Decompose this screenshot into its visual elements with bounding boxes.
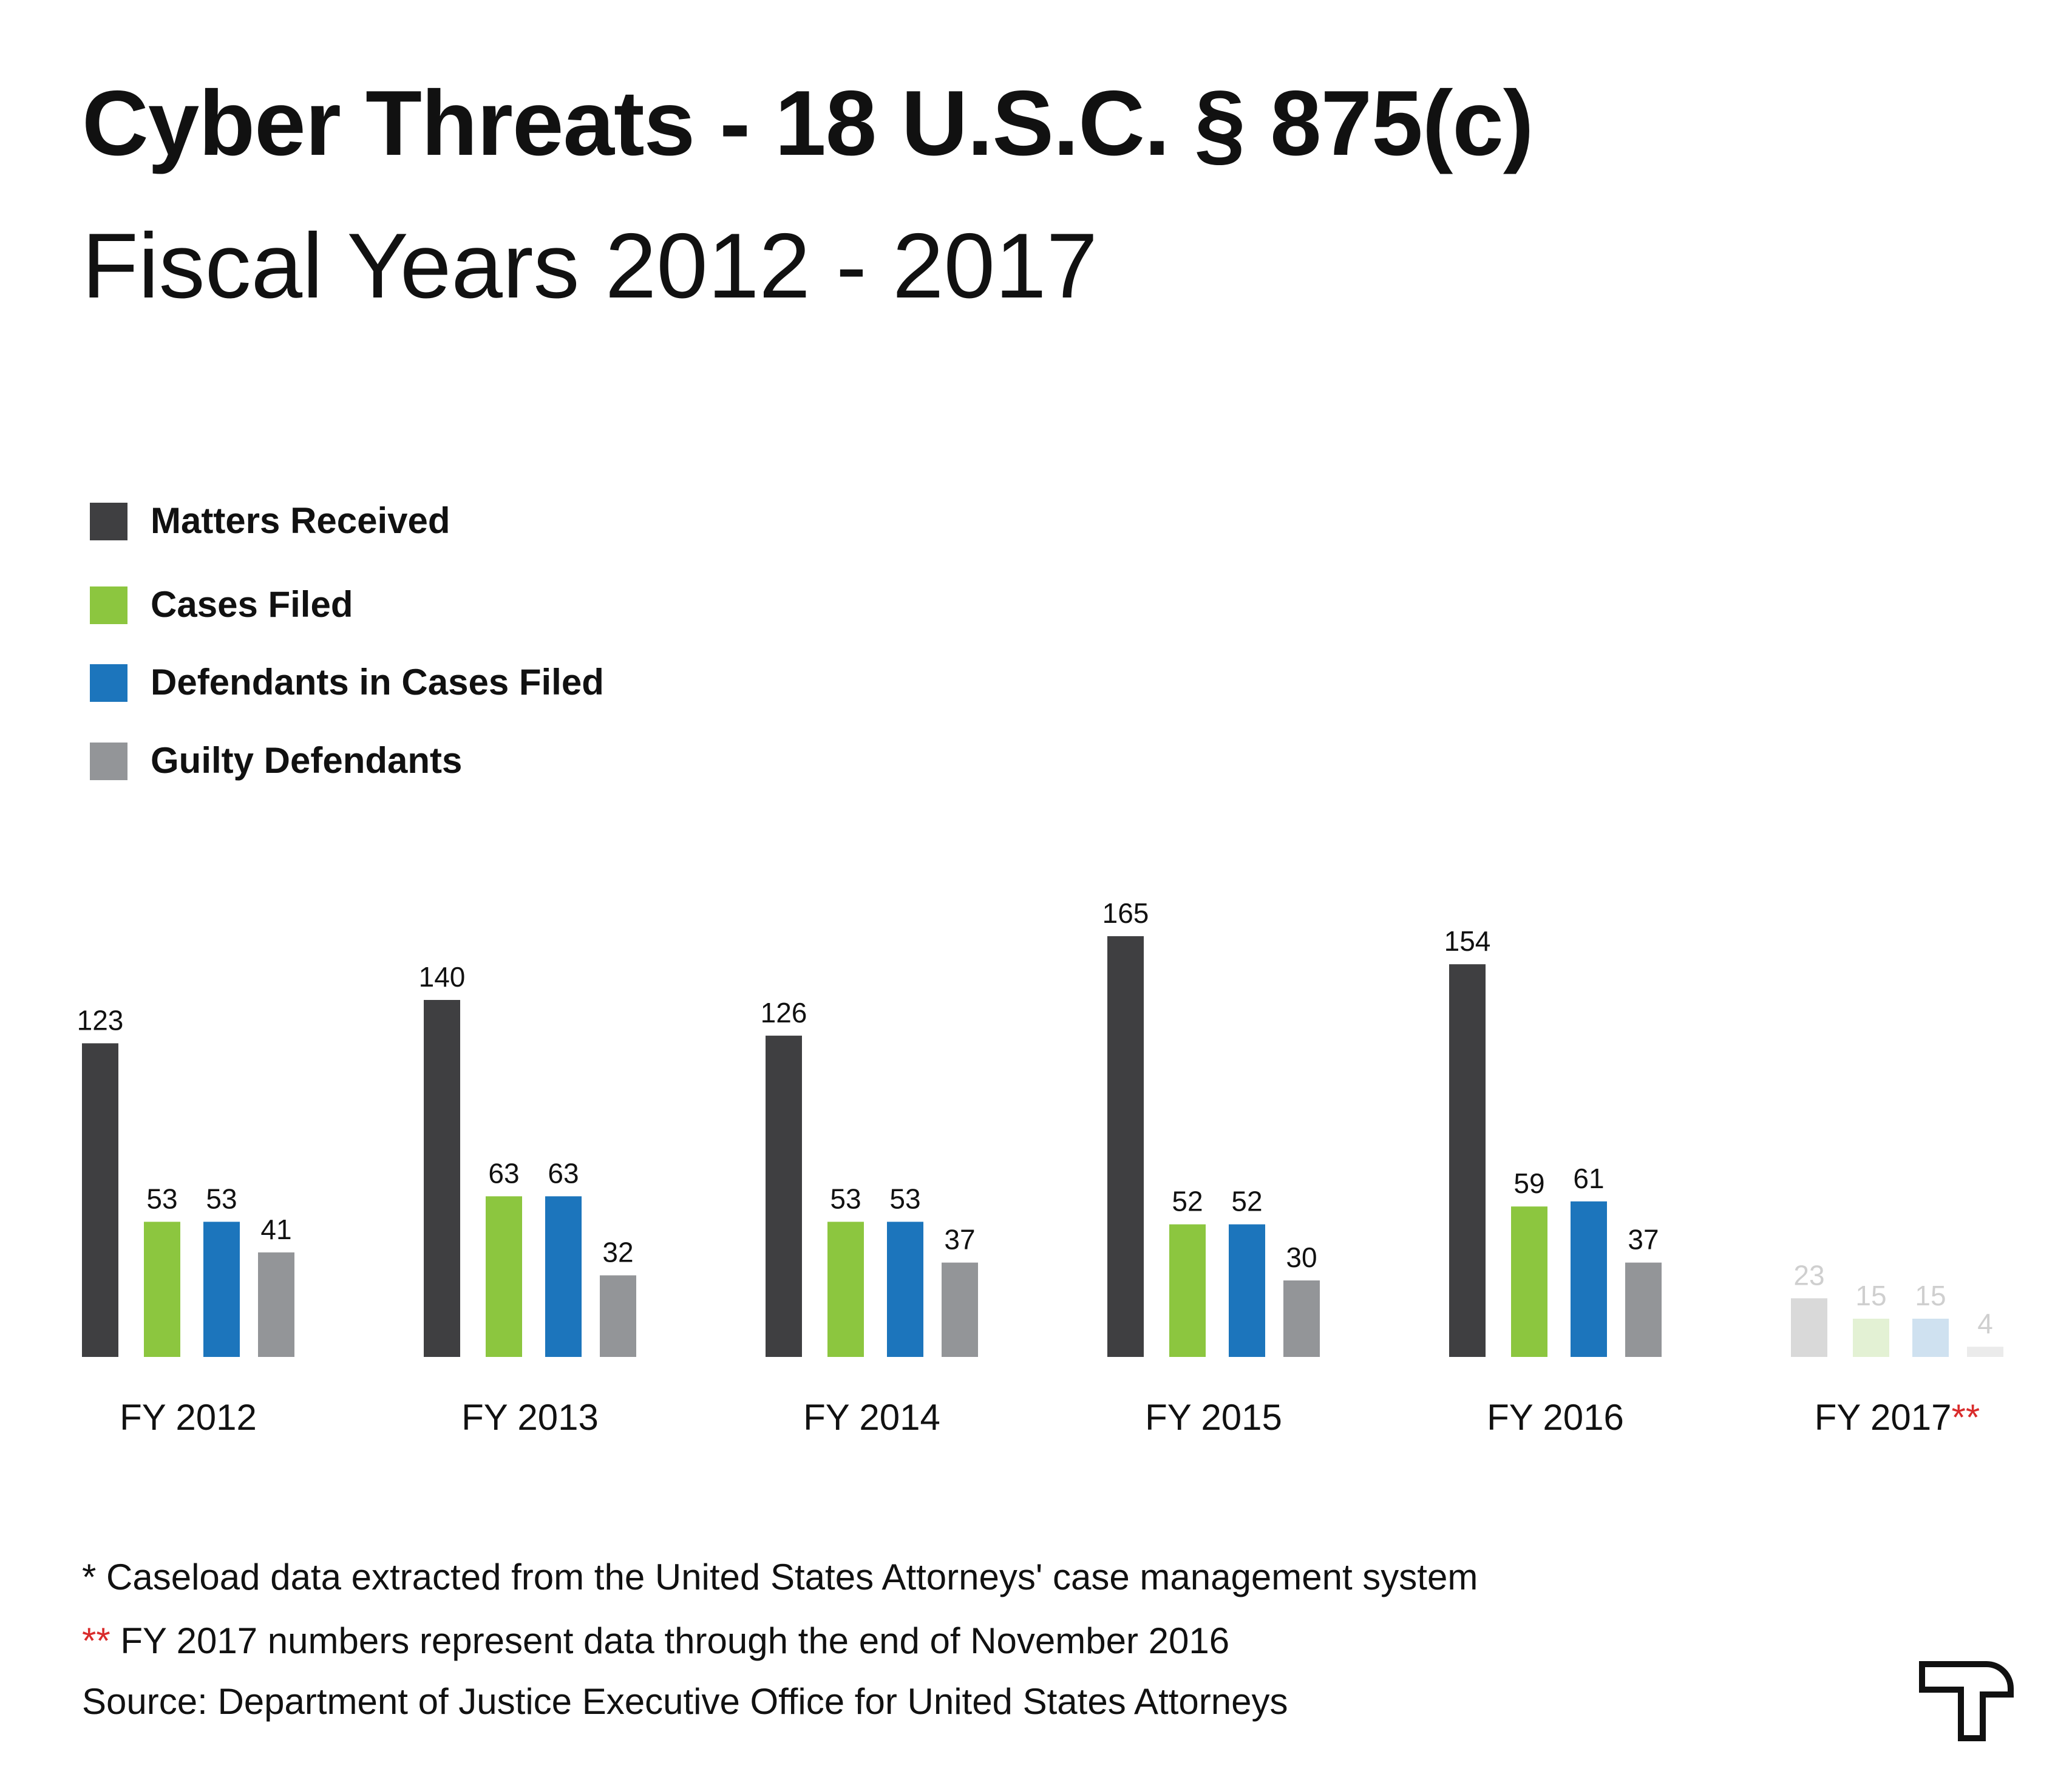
bar-guilty-defendants-fy-2017 bbox=[1967, 1347, 2003, 1357]
bar-matters-received-fy-2012 bbox=[82, 1043, 118, 1357]
data-label: 52 bbox=[1172, 1186, 1203, 1217]
footnote-source: Source: Department of Justice Executive … bbox=[82, 1681, 1288, 1722]
bar-guilty-defendants-fy-2015 bbox=[1283, 1280, 1320, 1357]
legend-swatch bbox=[90, 586, 127, 624]
bar-matters-received-fy-2017 bbox=[1791, 1298, 1827, 1357]
legend-item-guilty-defendants: Guilty Defendants bbox=[90, 738, 758, 781]
bar-defendants-in-cases-filed-fy-2012 bbox=[203, 1222, 240, 1357]
data-label: 15 bbox=[1915, 1280, 1946, 1311]
data-label: 154 bbox=[1444, 925, 1491, 957]
bar-cases-filed-fy-2016 bbox=[1511, 1206, 1547, 1357]
data-label: 53 bbox=[206, 1183, 237, 1214]
data-label: 30 bbox=[1286, 1242, 1317, 1273]
category-label: FY 2012 bbox=[120, 1397, 257, 1438]
bar-chart: 123 53 53 41 FY 2012 140 63 63 32 FY 2013 126 53 53 3… bbox=[77, 897, 2003, 1438]
data-label: 140 bbox=[419, 961, 466, 993]
bar-defendants-in-cases-filed-fy-2013 bbox=[545, 1196, 582, 1357]
bar-cases-filed-fy-2017 bbox=[1853, 1319, 1889, 1357]
data-label: 41 bbox=[260, 1214, 291, 1245]
bar-cases-filed-fy-2015 bbox=[1169, 1224, 1206, 1357]
category-label: FY 2013 bbox=[461, 1397, 599, 1438]
t-logo-icon bbox=[1919, 1661, 2014, 1741]
category-label: FY 2017** bbox=[1815, 1397, 1980, 1438]
bar-cases-filed-fy-2013 bbox=[486, 1196, 522, 1357]
data-label: 165 bbox=[1102, 897, 1149, 929]
bar-matters-received-fy-2015 bbox=[1107, 936, 1144, 1357]
data-label: 123 bbox=[77, 1004, 124, 1036]
legend-label: Cases Filed bbox=[151, 584, 353, 625]
legend-item-defendants-in-cases-filed: Defendants in Cases Filed bbox=[90, 659, 758, 702]
legend-swatch bbox=[90, 743, 127, 780]
bar-matters-received-fy-2014 bbox=[766, 1035, 802, 1357]
bar-defendants-in-cases-filed-fy-2017 bbox=[1912, 1319, 1949, 1357]
data-label: 59 bbox=[1513, 1168, 1544, 1199]
data-label: 23 bbox=[1793, 1259, 1824, 1291]
bar-matters-received-fy-2013 bbox=[424, 1000, 460, 1357]
data-label: 37 bbox=[944, 1224, 975, 1256]
data-label: 37 bbox=[1628, 1224, 1659, 1256]
data-label: 32 bbox=[602, 1237, 633, 1268]
bar-cases-filed-fy-2014 bbox=[827, 1222, 864, 1357]
bar-matters-received-fy-2016 bbox=[1449, 964, 1486, 1357]
data-label: 52 bbox=[1231, 1186, 1262, 1217]
data-label: 61 bbox=[1573, 1163, 1604, 1194]
data-label: 63 bbox=[548, 1157, 579, 1189]
footnote-marker: ** bbox=[82, 1620, 110, 1661]
bar-guilty-defendants-fy-2016 bbox=[1625, 1262, 1662, 1357]
chart-title: Cyber Threats - 18 U.S.C. § 875(c) bbox=[82, 72, 1534, 175]
data-label: 63 bbox=[488, 1157, 519, 1189]
bar-defendants-in-cases-filed-fy-2015 bbox=[1229, 1224, 1265, 1357]
data-label: 15 bbox=[1855, 1280, 1886, 1311]
bar-guilty-defendants-fy-2013 bbox=[600, 1275, 636, 1357]
legend-item-cases-filed: Cases Filed bbox=[90, 582, 758, 625]
chart-subtitle: Fiscal Years 2012 - 2017 bbox=[82, 214, 1098, 318]
bar-defendants-in-cases-filed-fy-2016 bbox=[1571, 1201, 1607, 1357]
legend-label: Matters Received bbox=[151, 500, 450, 541]
legend-swatch bbox=[90, 503, 127, 540]
legend-label: Defendants in Cases Filed bbox=[151, 662, 604, 702]
legend-label: Guilty Defendants bbox=[151, 740, 463, 781]
footnote-fy2017-text: FY 2017 numbers represent data through t… bbox=[110, 1620, 1230, 1661]
data-label: 53 bbox=[146, 1183, 177, 1214]
data-label: 53 bbox=[889, 1183, 920, 1214]
bar-cases-filed-fy-2012 bbox=[144, 1222, 180, 1357]
category-label: FY 2016 bbox=[1487, 1397, 1624, 1438]
legend-swatch bbox=[90, 664, 127, 702]
data-label: 4 bbox=[1977, 1308, 1993, 1339]
footnote-fy2017: ** FY 2017 numbers represent data throug… bbox=[82, 1618, 1229, 1664]
category-label-marker: ** bbox=[1952, 1397, 1980, 1438]
bar-defendants-in-cases-filed-fy-2014 bbox=[887, 1222, 923, 1357]
footnote-caseload: * Caseload data extracted from the Unite… bbox=[82, 1557, 1478, 1597]
bar-guilty-defendants-fy-2012 bbox=[258, 1252, 294, 1357]
data-label: 53 bbox=[830, 1183, 861, 1214]
category-label: FY 2014 bbox=[803, 1397, 940, 1438]
data-label: 126 bbox=[761, 997, 807, 1028]
category-label: FY 2015 bbox=[1145, 1397, 1282, 1438]
bar-guilty-defendants-fy-2014 bbox=[942, 1262, 978, 1357]
legend-item-matters-received: Matters Received bbox=[90, 498, 758, 541]
